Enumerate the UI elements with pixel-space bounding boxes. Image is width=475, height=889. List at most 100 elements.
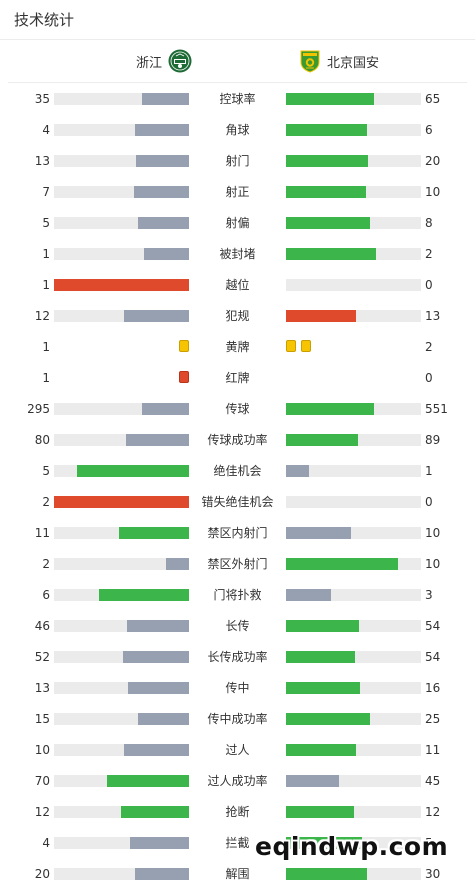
stat-row: 35 控球率 65 xyxy=(0,83,475,114)
away-stat-bar-fill xyxy=(286,155,368,167)
home-stat-value: 1 xyxy=(42,278,50,292)
stat-row: 1 红牌 0 xyxy=(0,362,475,393)
home-stat-bar xyxy=(54,186,189,198)
away-stat-value: 30 xyxy=(425,867,441,881)
away-stat-value: 10 xyxy=(425,185,441,199)
home-stat-bar-fill xyxy=(142,93,189,105)
away-stat-value: 16 xyxy=(425,681,441,695)
home-stat-value: 4 xyxy=(42,836,50,850)
away-stat-bar xyxy=(286,589,421,601)
away-stat-bar xyxy=(286,620,421,632)
beijing-guoan-crest-icon xyxy=(298,49,322,73)
home-stat-value: 13 xyxy=(34,681,50,695)
stat-label: 禁区内射门 xyxy=(207,526,268,540)
zhejiang-crest-icon xyxy=(168,49,192,73)
home-stat-value: 10 xyxy=(34,743,50,757)
home-stat-bar xyxy=(54,651,189,663)
away-stat-bar xyxy=(286,186,421,198)
home-stat-bar xyxy=(54,527,189,539)
home-stat-bar xyxy=(54,248,189,260)
home-stat-bar-fill xyxy=(142,403,189,415)
away-stat-value: 0 xyxy=(425,278,433,292)
home-stat-bar xyxy=(54,155,189,167)
away-stat-value: 13 xyxy=(425,309,441,323)
home-stat-bar-fill xyxy=(134,186,189,198)
away-stat-bar xyxy=(286,310,421,322)
home-stat-bar-fill xyxy=(119,527,189,539)
home-stat-bar xyxy=(54,93,189,105)
home-stat-value: 46 xyxy=(34,619,50,633)
away-stat-value: 3 xyxy=(425,588,433,602)
away-stat-bar-fill xyxy=(286,713,370,725)
home-stat-bar-fill xyxy=(107,775,189,787)
home-stat-bar-fill xyxy=(99,589,189,601)
home-team[interactable]: 浙江 xyxy=(136,40,192,82)
home-stat-bar-fill xyxy=(124,310,189,322)
home-stat-bar xyxy=(54,465,189,477)
away-stat-bar xyxy=(286,806,421,818)
stat-label: 射门 xyxy=(225,154,250,168)
away-stat-value: 25 xyxy=(425,712,441,726)
stat-row: 52 长传成功率 54 xyxy=(0,641,475,672)
stat-label: 解围 xyxy=(225,867,250,881)
home-stat-value: 11 xyxy=(34,526,50,540)
home-stat-bar-fill xyxy=(135,868,189,880)
stat-row: 1 被封堵 2 xyxy=(0,238,475,269)
away-team[interactable]: 北京国安 xyxy=(298,40,379,82)
stat-label: 过人 xyxy=(225,743,250,757)
away-stat-value: 54 xyxy=(425,619,441,633)
away-stat-bar-fill xyxy=(286,186,366,198)
away-stat-value: 20 xyxy=(425,154,441,168)
home-team-name: 浙江 xyxy=(136,55,163,71)
away-stat-bar xyxy=(286,713,421,725)
home-stat-bar-fill xyxy=(126,434,189,446)
away-stat-value: 45 xyxy=(425,774,441,788)
away-stat-value: 5 xyxy=(425,836,433,850)
watermark: eqindwp.com xyxy=(255,832,449,861)
home-stat-bar xyxy=(54,279,189,291)
stat-label: 长传 xyxy=(225,619,250,633)
home-stat-value: 1 xyxy=(42,340,50,354)
yellow-card-icon xyxy=(179,340,189,352)
away-stat-bar-fill xyxy=(286,589,331,601)
stat-row: 11 禁区内射门 10 xyxy=(0,517,475,548)
away-stat-bar-fill xyxy=(286,527,351,539)
stat-row: 4 角球 6 xyxy=(0,114,475,145)
stat-label: 传中成功率 xyxy=(207,712,268,726)
home-stat-value: 35 xyxy=(34,92,50,106)
home-stat-value: 2 xyxy=(42,495,50,509)
away-stat-value: 6 xyxy=(425,123,433,137)
stat-label: 禁区外射门 xyxy=(207,557,268,571)
home-stat-value: 295 xyxy=(27,402,50,416)
section-header: 技术统计 xyxy=(0,0,475,40)
home-stat-value: 70 xyxy=(34,774,50,788)
away-stat-value: 0 xyxy=(425,495,433,509)
home-stat-bar-fill xyxy=(138,713,189,725)
home-stat-bar xyxy=(54,558,189,570)
home-stat-value: 80 xyxy=(34,433,50,447)
yellow-card-icon xyxy=(301,340,311,352)
stat-row: 2 禁区外射门 10 xyxy=(0,548,475,579)
home-stat-bar xyxy=(54,868,189,880)
away-yellow-cards xyxy=(286,340,421,354)
away-stat-bar-fill xyxy=(286,651,355,663)
home-stat-value: 4 xyxy=(42,123,50,137)
home-stat-bar-fill xyxy=(121,806,189,818)
home-stat-bar xyxy=(54,744,189,756)
away-stat-bar xyxy=(286,496,421,508)
away-stat-value: 54 xyxy=(425,650,441,664)
home-stat-bar xyxy=(54,589,189,601)
away-stat-bar xyxy=(286,775,421,787)
home-stat-bar-fill xyxy=(136,155,189,167)
stat-row: 2 错失绝佳机会 0 xyxy=(0,486,475,517)
away-stat-bar xyxy=(286,403,421,415)
home-stat-bar xyxy=(54,806,189,818)
stat-row: 7 射正 10 xyxy=(0,176,475,207)
home-stat-bar-fill xyxy=(166,558,189,570)
home-stat-value: 1 xyxy=(42,247,50,261)
away-stat-bar-fill xyxy=(286,124,367,136)
away-stat-value: 10 xyxy=(425,526,441,540)
home-stat-bar xyxy=(54,217,189,229)
home-stat-value: 6 xyxy=(42,588,50,602)
away-stat-bar-fill xyxy=(286,248,376,260)
